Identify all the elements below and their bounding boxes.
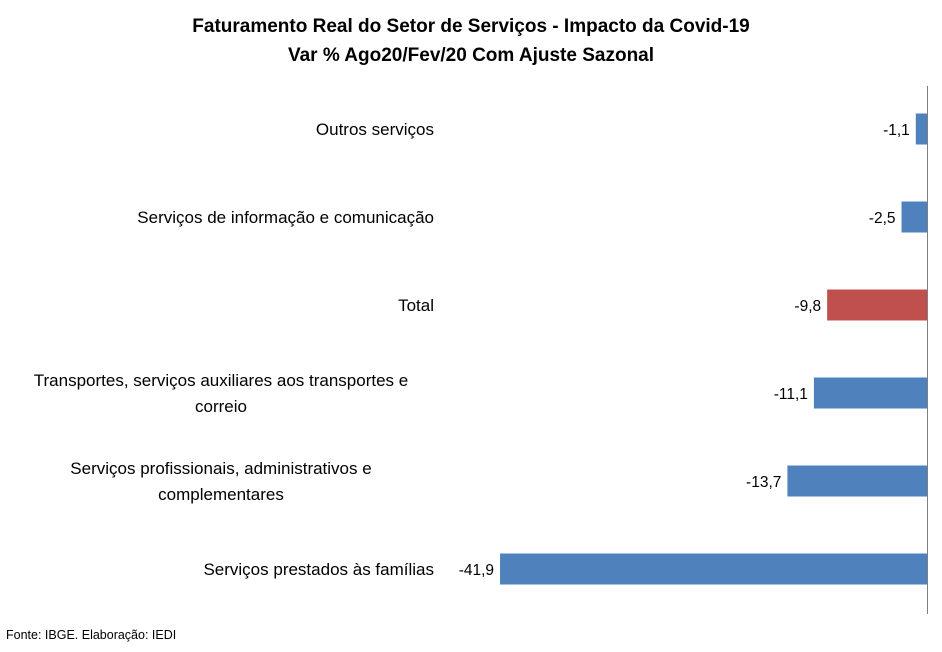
- category-label: complementares: [158, 485, 284, 504]
- category-label: Serviços prestados às famílias: [203, 560, 434, 579]
- data-label: -1,1: [883, 122, 910, 139]
- category-label: Serviços de informação e comunicação: [137, 208, 434, 227]
- bar: [915, 113, 927, 145]
- data-label: -13,7: [746, 474, 781, 491]
- chart-title: Faturamento Real do Setor de Serviços - …: [0, 12, 942, 70]
- data-label: -11,1: [774, 386, 808, 403]
- chart-title-line: Faturamento Real do Setor de Serviços - …: [192, 16, 750, 37]
- category-label: Serviços profissionais, administrativos …: [70, 459, 371, 478]
- bar: [500, 553, 927, 585]
- bar: [787, 465, 927, 497]
- chart-subtitle-line: Var % Ago20/Fev/20 Com Ajuste Sazonal: [287, 45, 655, 66]
- category-label: correio: [195, 397, 247, 416]
- bar: [901, 201, 927, 233]
- data-label: -9,8: [794, 298, 821, 315]
- category-label: Transportes, serviços auxiliares aos tra…: [34, 371, 408, 390]
- bar: [827, 289, 927, 321]
- source-note: Fonte: IBGE. Elaboração: IEDI: [6, 628, 177, 642]
- category-label: Total: [398, 296, 434, 315]
- data-label: -2,5: [869, 210, 896, 227]
- bar: [813, 377, 927, 409]
- category-label: Outros serviços: [316, 120, 434, 139]
- data-label: -41,9: [459, 562, 494, 579]
